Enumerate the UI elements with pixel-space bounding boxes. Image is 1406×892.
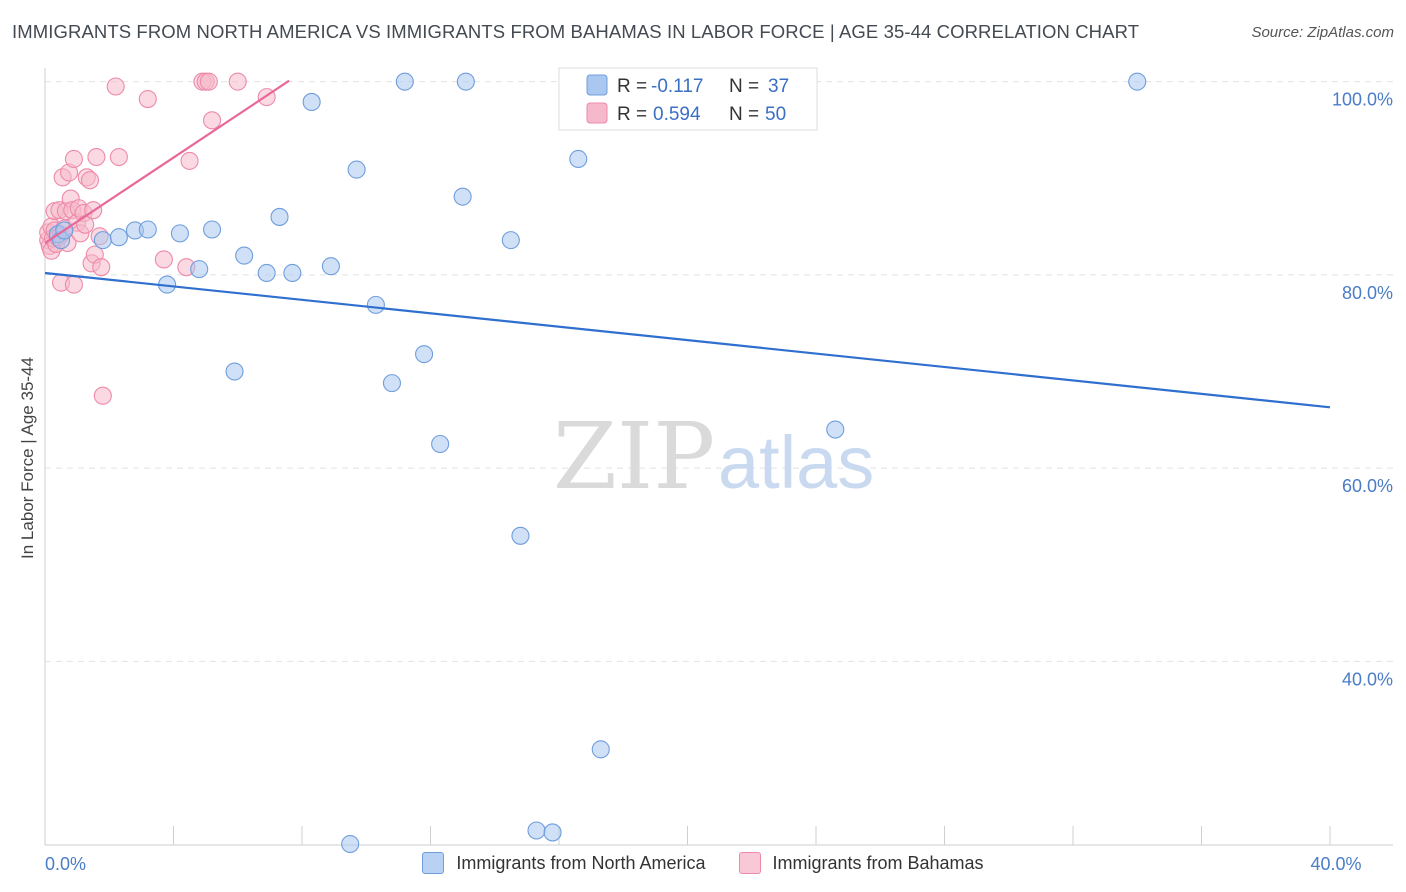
data-point-north-america: [235, 246, 254, 265]
y-tick-label: 40.0%: [1342, 669, 1393, 689]
data-point-north-america: [341, 834, 360, 854]
data-point-north-america: [203, 220, 222, 239]
data-point-bahamas: [93, 386, 112, 405]
data-point-north-america: [527, 821, 546, 840]
chart-source: Source: ZipAtlas.com: [1251, 24, 1394, 41]
tick-labels: 100.0% 80.0% 60.0% 40.0% 0.0% 40.0%: [45, 90, 1393, 874]
series-north-america-points: [48, 72, 1147, 854]
watermark-atlas: atlas: [718, 421, 874, 504]
data-point-north-america: [347, 160, 366, 179]
data-point-bahamas: [228, 72, 247, 91]
data-point-north-america: [283, 263, 302, 283]
legend-r-label: R =: [617, 104, 647, 125]
legend-r-label: R =: [617, 76, 647, 97]
legend-n-value: 50: [765, 104, 786, 125]
trend-line-bahamas: [44, 79, 290, 244]
data-point-north-america: [225, 362, 244, 381]
data-point-bahamas: [109, 147, 128, 167]
trend-line-north-america: [44, 271, 1331, 409]
data-point-north-america: [826, 420, 845, 439]
series-bahamas-points: [39, 72, 276, 405]
legend-item-north-america: Immigrants from North America: [422, 852, 705, 874]
data-point-north-america: [591, 740, 610, 759]
data-point-north-america: [569, 149, 588, 169]
data-point-north-america: [1128, 72, 1147, 91]
legend-swatch-bahamas: [738, 852, 761, 874]
trend-lines: [44, 79, 1331, 409]
legend-n-label: N =: [729, 76, 759, 97]
legend-label-north-america: Immigrants from North America: [456, 852, 706, 873]
y-tick-label: 100.0%: [1332, 90, 1393, 110]
legend-swatch-north-america: [422, 852, 445, 874]
legend-r-value: -0.117: [651, 76, 703, 97]
data-point-bahamas: [138, 90, 157, 109]
data-point-bahamas: [180, 151, 199, 170]
data-point-north-america: [511, 526, 530, 545]
data-point-bahamas: [64, 149, 83, 169]
x-tick-label: 0.0%: [45, 854, 86, 874]
legend-swatch-blue: [586, 74, 608, 96]
y-tick-label: 80.0%: [1342, 283, 1393, 303]
data-point-north-america: [382, 374, 402, 393]
data-point-bahamas: [199, 72, 218, 91]
data-point-bahamas: [64, 275, 83, 294]
legend-swatch-pink: [586, 102, 608, 124]
data-point-north-america: [321, 257, 340, 276]
data-point-north-america: [93, 231, 112, 250]
data-point-north-america: [170, 224, 189, 243]
data-point-north-america: [366, 295, 385, 314]
legend-n-label: N =: [729, 104, 759, 125]
data-point-bahamas: [92, 258, 111, 277]
watermark: ZIP atlas: [553, 403, 874, 510]
data-point-north-america: [453, 187, 472, 206]
data-point-north-america: [138, 220, 157, 239]
x-tick-label: 40.0%: [1310, 854, 1361, 874]
data-point-north-america: [109, 228, 128, 247]
data-point-north-america: [302, 92, 321, 112]
watermark-zip: ZIP: [553, 403, 715, 510]
legend-r-value: 0.594: [653, 104, 701, 125]
data-point-bahamas: [87, 147, 106, 167]
legend-label-bahamas: Immigrants from Bahamas: [772, 852, 984, 873]
data-point-bahamas: [106, 77, 125, 96]
data-point-north-america: [257, 263, 276, 283]
data-point-north-america: [431, 434, 450, 454]
data-point-north-america: [456, 72, 475, 91]
data-point-bahamas: [154, 250, 173, 269]
data-point-north-america: [501, 231, 520, 250]
data-point-bahamas: [80, 171, 100, 190]
data-point-north-america: [270, 207, 289, 226]
data-point-north-america: [190, 260, 209, 279]
data-point-bahamas: [203, 111, 222, 130]
legend-box: R = -0.117 N = 37 R = 0.594 N = 50: [558, 67, 818, 131]
chart-title: IMMIGRANTS FROM NORTH AMERICA VS IMMIGRA…: [12, 21, 1140, 42]
data-point-north-america: [543, 823, 562, 842]
data-point-north-america: [415, 345, 434, 364]
grid-lines: [45, 81, 1393, 662]
data-point-north-america: [395, 72, 414, 91]
legend-n-value: 37: [768, 76, 789, 97]
legend-item-bahamas: Immigrants from Bahamas: [738, 852, 984, 874]
y-tick-label: 60.0%: [1342, 476, 1393, 496]
bottom-legend: Immigrants from North America Immigrants…: [0, 852, 1406, 879]
